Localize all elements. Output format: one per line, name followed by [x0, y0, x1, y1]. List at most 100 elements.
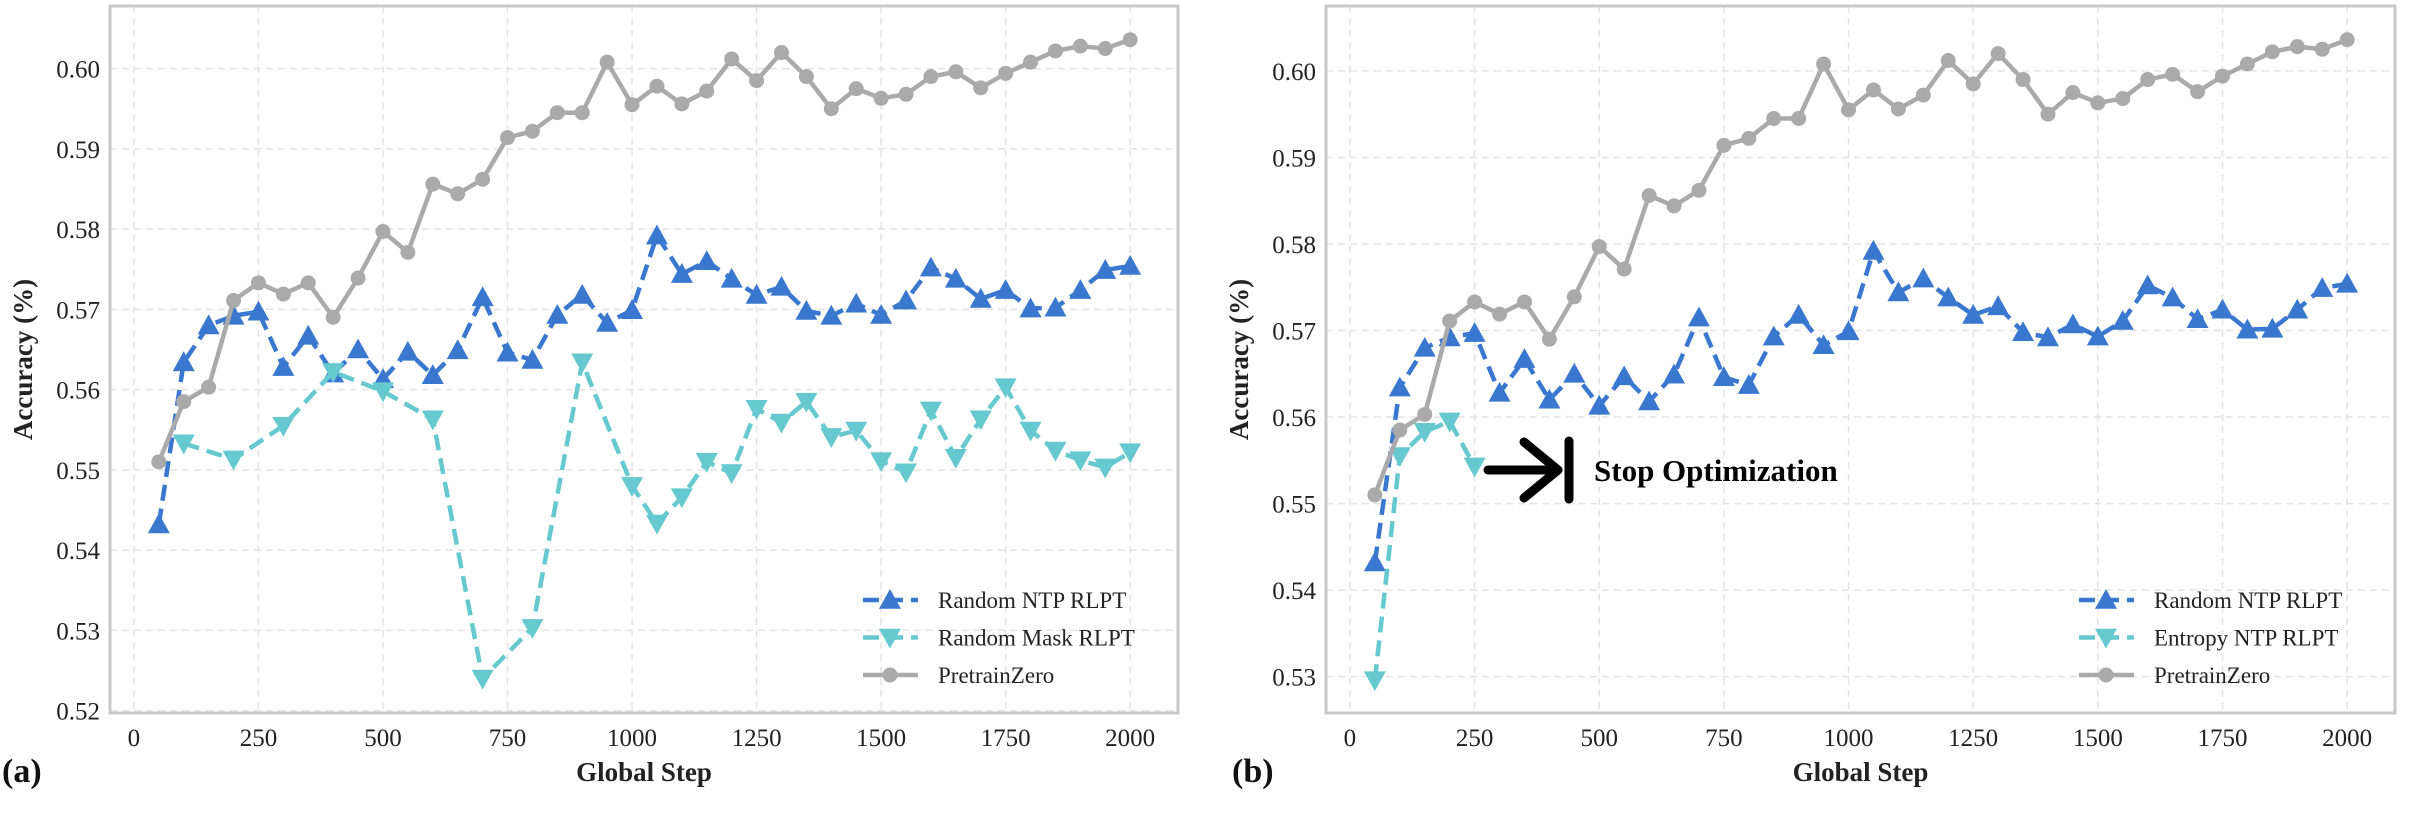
data-point	[524, 123, 540, 139]
data-point	[1716, 137, 1732, 153]
panel-label: (a)	[2, 753, 42, 790]
data-point	[1541, 331, 1557, 347]
data-point	[1566, 289, 1582, 305]
y-tick-label: 0.53	[56, 618, 100, 645]
grid	[1326, 6, 2395, 713]
data-point	[944, 267, 967, 288]
data-point	[621, 477, 644, 497]
series-random-ntp-rlpt	[1363, 239, 2359, 572]
data-point	[1363, 671, 1386, 692]
data-point	[2061, 313, 2084, 334]
data-point	[1122, 32, 1138, 48]
data-point	[425, 176, 441, 192]
data-point	[1588, 394, 1611, 415]
plot-frame	[1324, 4, 2397, 715]
data-point	[1438, 412, 1461, 433]
data-point	[749, 73, 765, 89]
data-point	[300, 275, 316, 291]
data-point	[699, 83, 715, 99]
data-point	[2311, 277, 2334, 297]
series-random-mask-rlpt	[172, 353, 1142, 690]
data-point	[1837, 320, 1860, 341]
data-point	[1641, 188, 1657, 204]
data-point	[895, 463, 918, 484]
data-point	[172, 434, 195, 455]
legend-marker	[879, 628, 901, 649]
data-point	[1069, 451, 1092, 472]
data-point	[2012, 321, 2035, 342]
data-point	[770, 413, 793, 434]
data-point	[1962, 303, 1985, 324]
data-point	[1388, 447, 1411, 467]
data-point	[695, 453, 718, 473]
data-point	[347, 338, 370, 359]
data-point	[1865, 82, 1881, 98]
series-line	[1372, 37, 2348, 496]
data-point	[1762, 325, 1785, 346]
annotation-text: Stop Optimization	[1594, 453, 1838, 488]
data-point	[645, 514, 668, 535]
y-tick-label: 0.57	[56, 297, 100, 324]
data-point	[471, 286, 494, 307]
data-point	[923, 69, 939, 85]
data-point	[1791, 110, 1807, 126]
series-line	[1372, 248, 2348, 563]
data-point	[1047, 43, 1063, 59]
data-point	[1516, 294, 1532, 310]
x-tick-label: 0	[128, 725, 141, 752]
series-line	[156, 37, 1131, 463]
data-point	[599, 54, 615, 70]
x-tick-label: 250	[240, 725, 278, 752]
data-point	[2136, 274, 2159, 295]
data-point	[1044, 441, 1067, 462]
data-point	[795, 392, 818, 413]
data-point	[649, 78, 665, 94]
data-point	[571, 353, 594, 374]
data-point	[2036, 326, 2059, 347]
data-point	[1417, 406, 1433, 422]
data-point	[172, 351, 195, 372]
data-point	[2065, 85, 2081, 101]
x-tick-label: 750	[489, 725, 527, 752]
data-point	[450, 186, 466, 202]
data-point	[1766, 110, 1782, 126]
data-point	[670, 488, 693, 509]
y-axis-label: Accuracy (%)	[1224, 279, 1254, 440]
data-point	[773, 45, 789, 61]
x-tick-label: 1750	[2197, 725, 2247, 752]
data-point	[670, 263, 693, 283]
y-tick-label: 0.60	[1272, 59, 1316, 86]
y-tick-label: 0.59	[1272, 145, 1316, 172]
data-point	[2314, 41, 2330, 57]
data-point	[1937, 286, 1960, 307]
data-point	[624, 97, 640, 113]
data-point	[2111, 309, 2134, 330]
data-point	[1990, 46, 2006, 62]
data-point	[2339, 32, 2355, 48]
data-point	[2140, 72, 2156, 88]
x-tick-label: 0	[1344, 725, 1357, 752]
data-point	[521, 619, 544, 639]
data-point	[500, 130, 516, 146]
x-tick-label: 1500	[2073, 725, 2123, 752]
data-point	[1019, 297, 1042, 318]
data-point	[400, 244, 416, 260]
legend-marker	[2095, 628, 2117, 649]
data-point	[823, 101, 839, 117]
data-point	[2236, 318, 2259, 339]
x-tick-label: 750	[1705, 725, 1743, 752]
data-point	[521, 348, 544, 369]
data-point	[845, 292, 868, 313]
y-tick-label: 0.58	[56, 217, 100, 244]
data-point	[247, 300, 270, 321]
x-tick-label: 250	[1456, 725, 1494, 752]
data-point	[674, 96, 690, 112]
data-point	[272, 416, 295, 437]
data-point	[446, 339, 469, 360]
y-tick-label: 0.60	[56, 57, 100, 84]
data-point	[322, 363, 345, 383]
y-tick-label: 0.52	[56, 699, 100, 726]
data-point	[1862, 239, 1885, 260]
data-point	[1023, 54, 1039, 70]
data-point	[275, 286, 291, 302]
